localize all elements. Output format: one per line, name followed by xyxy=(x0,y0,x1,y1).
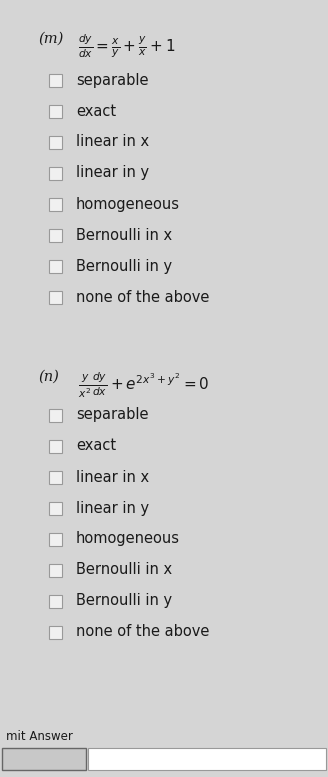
Text: none of the above: none of the above xyxy=(76,625,209,639)
FancyBboxPatch shape xyxy=(49,563,62,577)
Text: linear in x: linear in x xyxy=(76,134,149,149)
FancyBboxPatch shape xyxy=(49,440,62,452)
Text: Bernoulli in y: Bernoulli in y xyxy=(76,259,172,274)
Text: separable: separable xyxy=(76,407,149,423)
FancyBboxPatch shape xyxy=(49,291,62,304)
FancyBboxPatch shape xyxy=(2,748,86,770)
Text: $\frac{y}{x^2}\frac{dy}{dx} + e^{2x^3 + y^2} = 0$: $\frac{y}{x^2}\frac{dy}{dx} + e^{2x^3 + … xyxy=(78,370,209,399)
FancyBboxPatch shape xyxy=(49,104,62,117)
FancyBboxPatch shape xyxy=(49,260,62,273)
Text: exact: exact xyxy=(76,438,116,454)
Text: Bernoulli in x: Bernoulli in x xyxy=(76,563,172,577)
FancyBboxPatch shape xyxy=(49,471,62,483)
FancyBboxPatch shape xyxy=(49,594,62,608)
FancyBboxPatch shape xyxy=(49,228,62,242)
Text: separable: separable xyxy=(76,72,149,88)
Text: mit Answer: mit Answer xyxy=(6,730,73,744)
FancyBboxPatch shape xyxy=(49,74,62,86)
FancyBboxPatch shape xyxy=(49,197,62,211)
FancyBboxPatch shape xyxy=(88,748,326,770)
Text: (n): (n) xyxy=(38,370,59,384)
Text: (m): (m) xyxy=(38,32,63,46)
FancyBboxPatch shape xyxy=(49,501,62,514)
Text: linear in y: linear in y xyxy=(76,500,149,515)
FancyBboxPatch shape xyxy=(49,532,62,545)
Text: Bernoulli in y: Bernoulli in y xyxy=(76,594,172,608)
FancyBboxPatch shape xyxy=(49,166,62,179)
Text: homogeneous: homogeneous xyxy=(76,531,180,546)
Text: Bernoulli in x: Bernoulli in x xyxy=(76,228,172,242)
FancyBboxPatch shape xyxy=(49,625,62,639)
Text: none of the above: none of the above xyxy=(76,290,209,305)
Text: exact: exact xyxy=(76,103,116,119)
FancyBboxPatch shape xyxy=(49,409,62,421)
Text: linear in y: linear in y xyxy=(76,166,149,180)
Text: linear in x: linear in x xyxy=(76,469,149,485)
Text: homogeneous: homogeneous xyxy=(76,197,180,211)
Text: $\frac{dy}{dx} = \frac{x}{y} + \frac{y}{x} + 1$: $\frac{dy}{dx} = \frac{x}{y} + \frac{y}{… xyxy=(78,32,176,60)
FancyBboxPatch shape xyxy=(49,135,62,148)
